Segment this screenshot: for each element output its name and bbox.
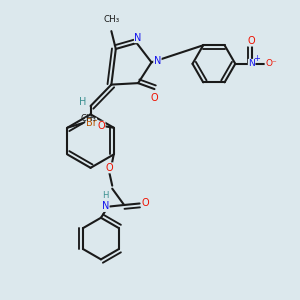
- Text: N: N: [248, 59, 255, 68]
- Text: H: H: [102, 191, 109, 200]
- Text: +: +: [253, 54, 260, 63]
- Text: N: N: [154, 56, 161, 66]
- Text: O: O: [142, 199, 149, 208]
- Text: N: N: [102, 202, 109, 212]
- Text: N: N: [134, 33, 142, 43]
- Text: H: H: [79, 98, 86, 107]
- Text: O: O: [98, 121, 105, 131]
- Text: CH₃: CH₃: [81, 114, 97, 123]
- Text: CH₃: CH₃: [103, 15, 119, 24]
- Text: O: O: [248, 36, 256, 46]
- Text: Br: Br: [86, 118, 97, 128]
- Text: O: O: [151, 93, 158, 103]
- Text: O⁻: O⁻: [265, 59, 277, 68]
- Text: O: O: [106, 163, 113, 173]
